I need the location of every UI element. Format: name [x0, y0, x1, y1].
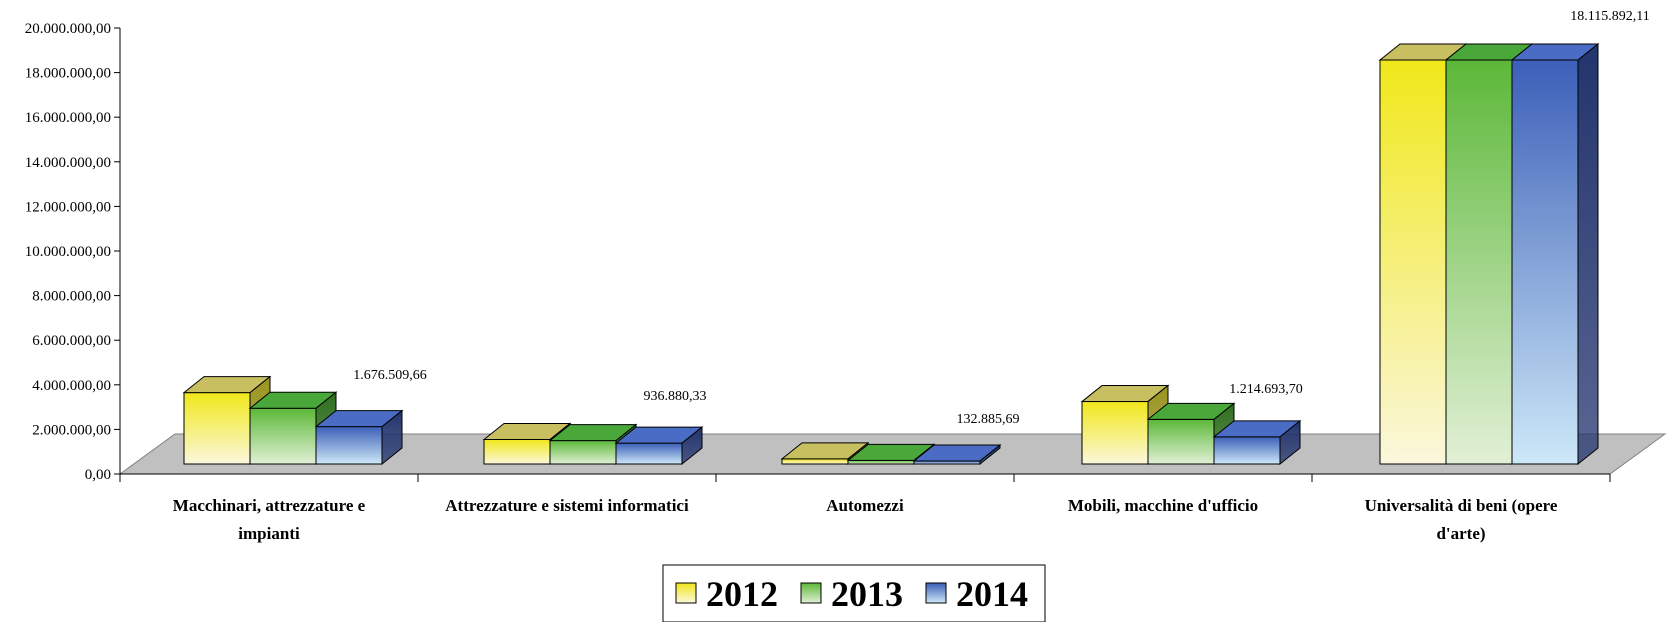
bar-front: [549, 440, 617, 465]
bar-front: [483, 438, 551, 465]
bar-2014: [1212, 419, 1302, 466]
bar-front: [781, 458, 849, 465]
y-tick-label: 0,00: [85, 467, 111, 483]
legend-label-2014: 2014: [956, 574, 1028, 614]
bar-2014: [614, 426, 704, 466]
x-category-label: d'arte): [1436, 524, 1485, 543]
y-tick-label: 6.000.000,00: [32, 333, 111, 349]
y-tick-label: 18.000.000,00: [25, 66, 111, 82]
bar-2014: [1510, 42, 1600, 466]
legend-label-2013: 2013: [831, 574, 903, 614]
legend-box: [662, 564, 1046, 622]
y-tick-label: 8.000.000,00: [32, 289, 111, 305]
bar-side: [681, 426, 703, 466]
y-tick-label: 12.000.000,00: [25, 199, 111, 215]
legend-swatch-2014: [925, 582, 947, 604]
bar-front: [1379, 59, 1447, 465]
y-tick-label: 4.000.000,00: [32, 378, 111, 394]
x-category-label: Attrezzature e sistemi informatici: [445, 496, 689, 515]
bar-front: [183, 392, 251, 465]
data-label: 1.214.693,70: [1229, 382, 1303, 397]
data-label: 132.885,69: [957, 412, 1020, 427]
bar-front: [249, 407, 317, 465]
bar-front: [847, 459, 915, 465]
bar-side: [979, 443, 1001, 466]
bar-2014: [912, 443, 1002, 466]
y-tick-label: 14.000.000,00: [25, 155, 111, 171]
bar-side: [1279, 419, 1301, 466]
legend-swatch-2012: [675, 582, 697, 604]
bar-side: [1577, 42, 1599, 466]
bar-front: [315, 426, 383, 465]
x-category-label: Automezzi: [826, 496, 904, 515]
x-category-label: Macchinari, attrezzature e: [173, 496, 366, 515]
bar-side: [381, 409, 403, 466]
y-tick-label: 2.000.000,00: [32, 422, 111, 438]
bar-front: [1147, 418, 1215, 465]
y-tick-label: 16.000.000,00: [25, 110, 111, 126]
x-category-label: Mobili, macchine d'ufficio: [1068, 496, 1258, 515]
data-label: 936.880,33: [644, 389, 707, 404]
x-category-label: impianti: [238, 524, 300, 543]
bar-front: [1511, 59, 1579, 465]
bar-front: [1445, 59, 1513, 465]
legend-swatch-2013: [800, 582, 822, 604]
x-category-label: Universalità di beni (opere: [1365, 496, 1558, 515]
legend-label-2012: 2012: [706, 574, 778, 614]
data-label: 1.676.509,66: [353, 368, 427, 383]
bar-2014: [314, 409, 404, 466]
y-tick-label: 10.000.000,00: [25, 244, 111, 260]
bar-front: [615, 442, 683, 465]
data-label: 18.115.892,11: [1570, 9, 1649, 24]
y-tick-label: 20.000.000,00: [25, 21, 111, 37]
bar-front: [1213, 436, 1281, 465]
bar-front: [1081, 401, 1149, 465]
